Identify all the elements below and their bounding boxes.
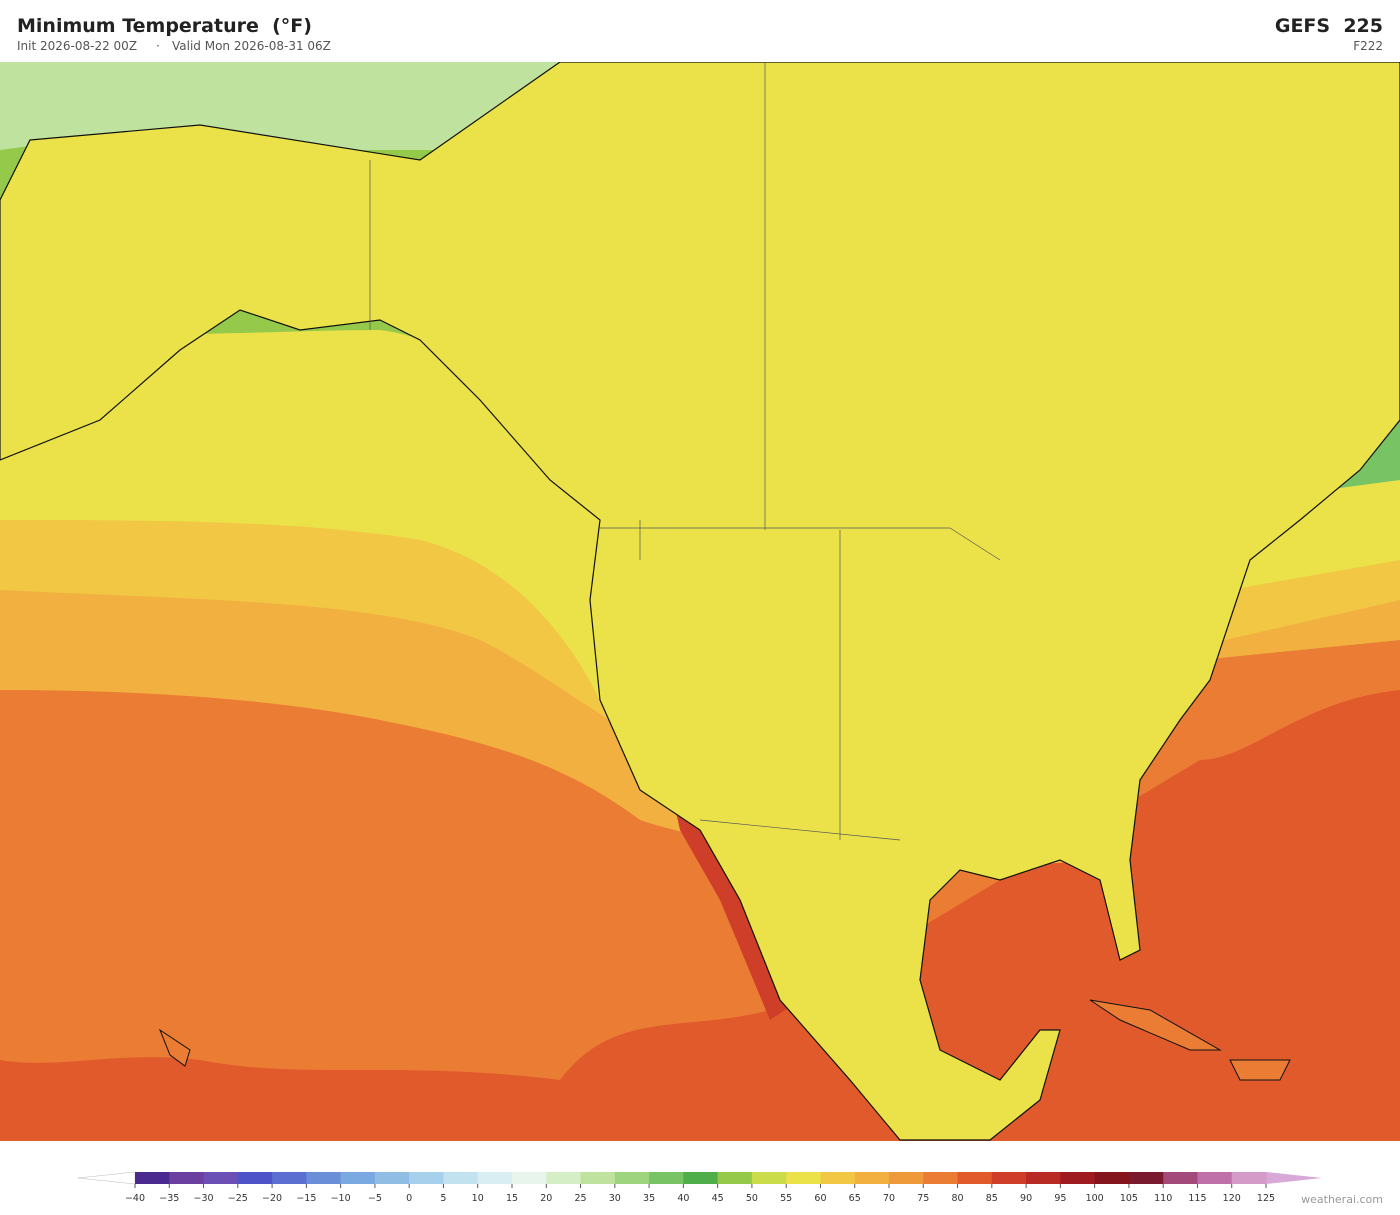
tick-label: −15 bbox=[296, 1193, 316, 1204]
tick-label: 65 bbox=[849, 1193, 861, 1204]
color-swatch bbox=[374, 1172, 410, 1184]
tick-label: 95 bbox=[1054, 1193, 1066, 1204]
tick-label: 40 bbox=[677, 1193, 689, 1204]
tick-label: 120 bbox=[1223, 1193, 1241, 1204]
tick-label: 100 bbox=[1086, 1193, 1104, 1204]
title: Minimum Temperature (°F) bbox=[17, 15, 312, 37]
valid-time: Valid Mon 2026-08-31 06Z bbox=[172, 39, 331, 53]
color-swatch bbox=[306, 1172, 342, 1184]
color-swatch bbox=[889, 1172, 924, 1184]
color-swatch bbox=[923, 1172, 959, 1184]
color-swatch bbox=[820, 1172, 856, 1184]
init-time: Init 2026-08-22 00Z bbox=[17, 39, 138, 53]
tick-label: −40 bbox=[125, 1193, 145, 1204]
color-swatch bbox=[957, 1172, 993, 1184]
color-swatch bbox=[614, 1172, 650, 1184]
color-swatch bbox=[751, 1172, 787, 1184]
tick-label: 25 bbox=[574, 1193, 586, 1204]
color-swatch bbox=[854, 1172, 890, 1184]
tick-label: 60 bbox=[814, 1193, 826, 1204]
separator: · bbox=[156, 39, 160, 53]
tick-label: 30 bbox=[609, 1193, 621, 1204]
tick-label: −10 bbox=[331, 1193, 351, 1204]
tick-label: −25 bbox=[228, 1193, 248, 1204]
tick-label: 50 bbox=[746, 1193, 758, 1204]
over-arrow bbox=[1266, 1172, 1322, 1184]
color-swatch bbox=[477, 1172, 513, 1184]
color-swatch bbox=[580, 1172, 616, 1184]
tick-label: 15 bbox=[506, 1193, 518, 1204]
tick-label: 90 bbox=[1020, 1193, 1032, 1204]
tick-label: 105 bbox=[1120, 1193, 1138, 1204]
tick-label: 0 bbox=[406, 1193, 412, 1204]
color-swatch bbox=[272, 1172, 307, 1184]
under-arrow bbox=[77, 1171, 136, 1185]
color-swatch bbox=[683, 1172, 719, 1184]
borders bbox=[369, 62, 1001, 841]
tick-label: 5 bbox=[440, 1193, 446, 1204]
forecast-hour: F222 bbox=[1353, 39, 1383, 53]
tick-label: 45 bbox=[712, 1193, 724, 1204]
color-swatch bbox=[1231, 1172, 1267, 1184]
color-swatch bbox=[649, 1172, 684, 1184]
tick-label: −5 bbox=[368, 1193, 382, 1204]
colorbar: −40 −35 −30 −25 −20 −15 −10 −5 0 5 10 15 20 25 30 35 40 4… bbox=[77, 1171, 1322, 1204]
color-swatch bbox=[1128, 1172, 1164, 1184]
model: GEFS 225 bbox=[1274, 15, 1383, 37]
color-swatch bbox=[409, 1172, 444, 1184]
tick-label: 10 bbox=[472, 1193, 484, 1204]
color-swatch bbox=[135, 1172, 170, 1184]
credit: weatherai.com bbox=[1301, 1193, 1383, 1206]
map bbox=[0, 62, 1400, 1141]
tick-label: 80 bbox=[951, 1193, 963, 1204]
color-swatch bbox=[340, 1172, 376, 1184]
color-swatch bbox=[1026, 1172, 1061, 1184]
color-swatch bbox=[1197, 1172, 1233, 1184]
color-swatch bbox=[786, 1172, 821, 1184]
tick-label: 20 bbox=[540, 1193, 552, 1204]
color-swatch bbox=[717, 1172, 753, 1184]
color-swatch bbox=[1094, 1172, 1130, 1184]
color-swatch bbox=[443, 1172, 479, 1184]
color-swatch bbox=[991, 1172, 1027, 1184]
tick-label: 110 bbox=[1154, 1193, 1172, 1204]
color-swatch bbox=[203, 1172, 239, 1184]
tick-label: −35 bbox=[159, 1193, 179, 1204]
tick-label: 35 bbox=[643, 1193, 655, 1204]
tick-label: 115 bbox=[1188, 1193, 1206, 1204]
tick-label: −20 bbox=[262, 1193, 282, 1204]
color-swatch bbox=[169, 1172, 205, 1184]
tick-label: −30 bbox=[194, 1193, 214, 1204]
arctic-ocean bbox=[0, 62, 560, 150]
tick-label: 125 bbox=[1257, 1193, 1275, 1204]
color-swatch bbox=[1060, 1172, 1096, 1184]
color-swatch bbox=[237, 1172, 273, 1184]
tick-label: 55 bbox=[780, 1193, 792, 1204]
tick-label: 75 bbox=[917, 1193, 929, 1204]
islands bbox=[158, 999, 1291, 1081]
color-swatch bbox=[546, 1172, 582, 1184]
tick-label: 85 bbox=[986, 1193, 998, 1204]
color-swatch bbox=[512, 1172, 547, 1184]
tick-label: 70 bbox=[883, 1193, 895, 1204]
color-swatch bbox=[1163, 1172, 1198, 1184]
